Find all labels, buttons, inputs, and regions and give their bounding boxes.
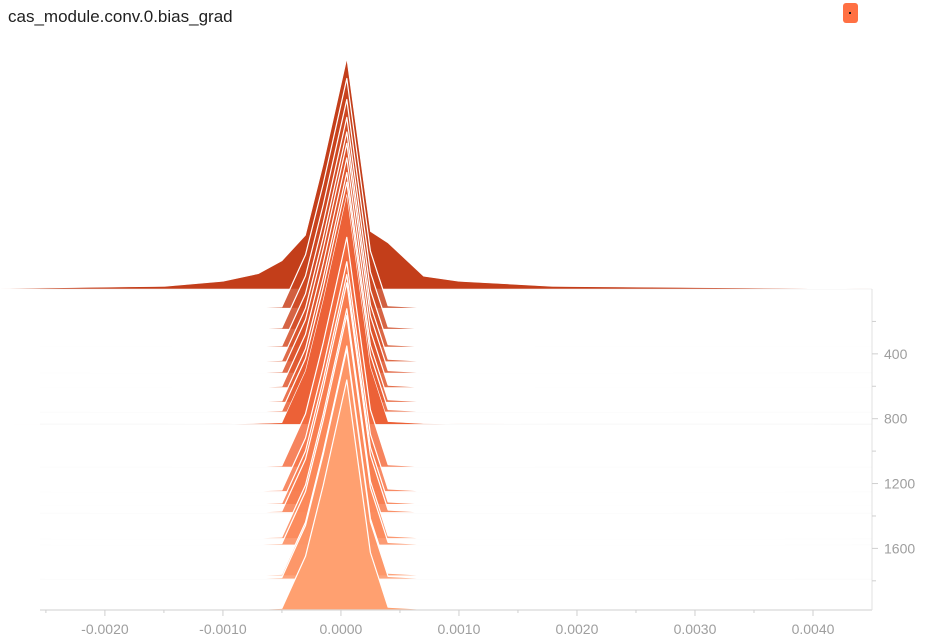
histogram-slice [0,157,873,389]
x-tick-label: 0.0020 [556,621,599,637]
histogram-slice [0,274,873,506]
histogram-slice [0,282,873,514]
x-axis: -0.0020 -0.0010 0.0000 0.0010 0.0020 0.0030 0.… [40,609,872,637]
histogram-slice [0,77,873,310]
y-axis: 400 800 1200 1600 [871,289,915,610]
histogram-slice [0,58,873,290]
color-swatch-icon [849,12,851,14]
histogram-slice [0,171,873,404]
chart-title: cas_module.conv.0.bias_grad [8,7,233,26]
histogram-slice [0,131,873,363]
histogram-slice [0,194,873,425]
step-gridlines [40,288,872,611]
histogram-slice [0,261,873,493]
x-tick-label: 0.0040 [792,621,835,637]
y-tick-label: 1600 [884,540,915,556]
color-picker-button[interactable] [843,3,858,23]
histogram-slice [0,181,873,413]
histogram-slice [0,116,873,348]
histogram-slice [0,236,873,468]
x-tick-label: 0.0000 [320,621,363,637]
histogram-slice [0,98,873,331]
y-tick-label: 400 [884,346,908,362]
histogram-slice [0,308,873,540]
y-tick-label: 1200 [884,476,915,492]
x-tick-label: -0.0020 [81,621,129,637]
x-tick-label: 0.0030 [674,621,717,637]
x-tick-label: 0.0010 [438,621,481,637]
histogram-slice [0,348,873,580]
histogram-slice [0,345,873,577]
x-tick-label: -0.0010 [199,621,247,637]
histogram-slice [0,314,873,546]
y-tick-label: 800 [884,411,908,427]
histogram-slice [0,142,873,374]
histogram-series [0,58,873,611]
